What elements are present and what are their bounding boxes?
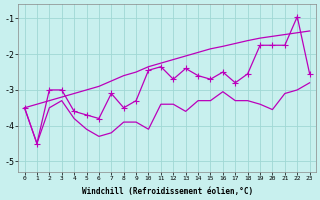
X-axis label: Windchill (Refroidissement éolien,°C): Windchill (Refroidissement éolien,°C) bbox=[82, 187, 253, 196]
